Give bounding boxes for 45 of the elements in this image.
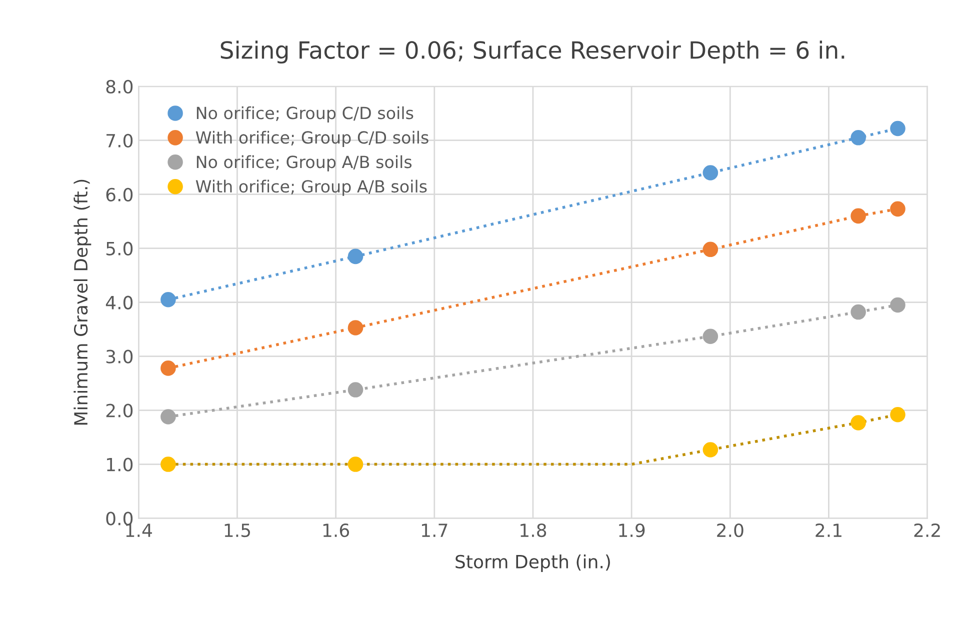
point [160,456,176,472]
point [850,415,866,430]
legend-label: No orifice; Group C/D soils [196,106,414,123]
x-tick-label: 1.7 [422,524,448,537]
point [160,409,176,424]
legend-label: With orifice; Group A/B soils [196,180,427,196]
x-tick-label: 2.1 [816,523,842,537]
point [890,201,906,217]
legend-label: With orifice; Group C/D soils [196,130,428,147]
point [702,328,718,344]
y-tick-label: 8.0 [106,80,133,94]
x-axis-title: Storm Depth (in.) [456,554,610,572]
point [702,442,718,458]
x-tick-label: 1.8 [520,523,546,538]
point [850,130,866,146]
x-tick-label: 1.9 [619,523,645,538]
point [160,360,176,376]
point [702,165,718,180]
point [702,242,718,258]
point [348,320,364,336]
y-tick-label: 2.0 [106,404,133,418]
y-tick-label: 6.0 [106,188,133,202]
y-tick-label: 3.0 [106,350,133,364]
x-tick-label: 1.5 [224,524,250,538]
point [160,292,176,308]
x-tick-label: 1.4 [126,524,152,537]
point [348,382,364,398]
legend-label: No orifice; Group A/B soils [196,155,412,172]
point [890,120,906,136]
y-tick-label: 5.0 [106,242,133,256]
point [890,297,906,313]
point [890,406,906,422]
x-tick-label: 1.6 [323,523,350,538]
point [850,304,866,320]
point [348,248,364,264]
point [348,456,364,472]
y-tick-label: 4.0 [106,296,133,310]
x-tick-label: 2.2 [914,523,940,537]
y-axis-title: Minimum Gravel Depth (ft.) [74,180,92,425]
y-tick-label: 1.0 [107,458,133,472]
y-tick-label: 0.0 [106,512,133,526]
point [850,208,866,224]
x-tick-label: 2.0 [717,523,744,538]
chart-title: Sizing Factor = 0.06; Surface Reservoir Depth = 6 in. [220,40,844,64]
y-tick-label: 7.0 [106,134,133,148]
